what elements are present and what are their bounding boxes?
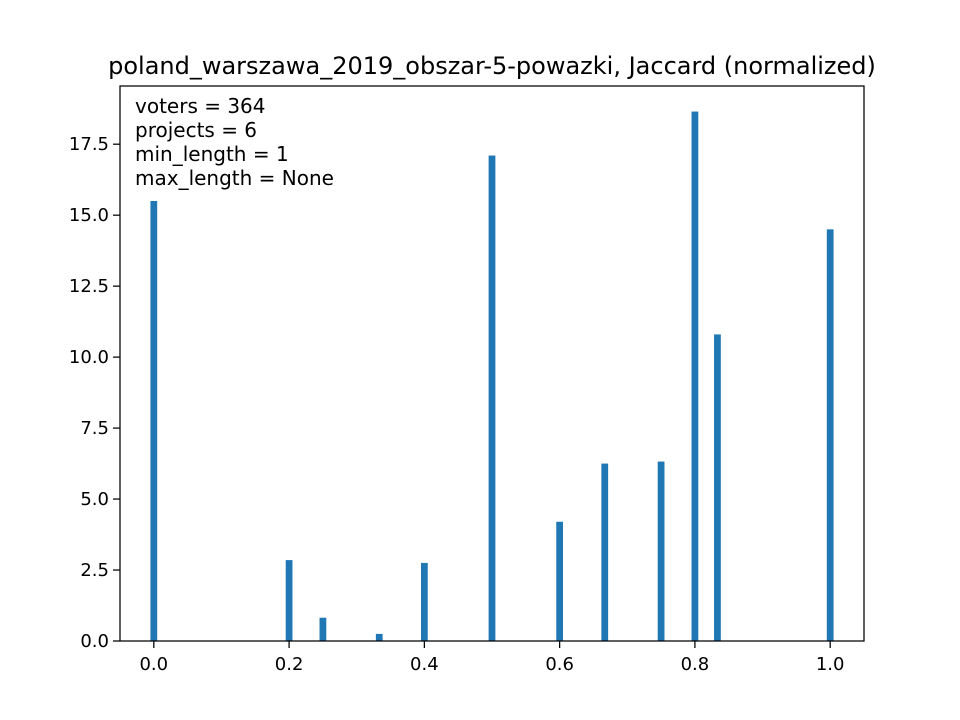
x-axis: 0.0 0.2 0.4 0.6 0.8 1.0 [139,641,845,675]
chart-title: poland_warszawa_2019_obszar-5-powazki, J… [108,52,876,80]
plot-frame [119,85,865,642]
histogram-bar [826,229,834,642]
histogram-bar [488,155,496,641]
histogram-bar [556,521,564,641]
y-tick-label: 12.5 [69,276,109,297]
stats-annotation-line: max_length = None [135,166,334,190]
histogram-bar [714,334,721,641]
histogram-bar [657,461,665,641]
y-tick-label: 10.0 [69,347,109,368]
y-tick-label: 5.0 [80,489,109,510]
histogram-bar [319,617,327,641]
histogram-bar [601,463,609,641]
x-tick-label: 0.4 [410,654,439,675]
histogram-bar [375,633,383,641]
histogram-bar [691,111,699,642]
histogram-bar [285,560,293,641]
x-tick-label: 0.8 [681,654,710,675]
x-tick-label: 0.2 [275,654,304,675]
bars-group [150,111,834,642]
y-tick-label: 0.0 [80,631,109,652]
y-axis: 0.0 2.5 5.0 7.5 10.0 12.5 15.0 17.5 [69,134,120,652]
stats-annotation-line: voters = 364 [135,94,266,118]
histogram-bar [420,562,428,641]
x-tick-label: 0.6 [545,654,574,675]
y-tick-label: 2.5 [80,560,109,581]
x-tick-label: 1.0 [816,654,845,675]
x-tick-label: 0.0 [139,654,168,675]
y-tick-label: 15.0 [69,205,109,226]
y-tick-label: 7.5 [80,418,109,439]
y-tick-label: 17.5 [69,134,109,155]
stats-annotation-line: min_length = 1 [135,142,289,166]
stats-annotation-line: projects = 6 [135,118,257,142]
histogram-bar [150,200,158,641]
